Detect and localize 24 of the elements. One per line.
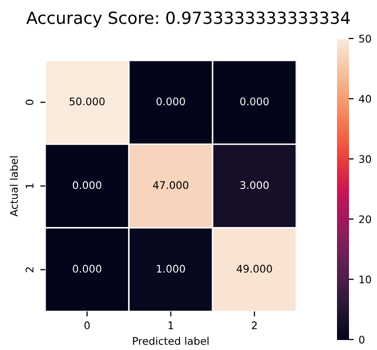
y-axis-title: Actual label bbox=[10, 156, 18, 216]
color-bar-label: 50 bbox=[359, 34, 372, 43]
x-tick-label: 2 bbox=[252, 321, 257, 330]
data-label: 0.000 bbox=[156, 97, 185, 106]
data-label: 0.000 bbox=[240, 97, 269, 106]
data-label: 50.000 bbox=[70, 97, 105, 106]
x-axis-title: Predicted label bbox=[133, 336, 208, 345]
data-label: 49.000 bbox=[236, 264, 272, 273]
color-bar-label: 0 bbox=[359, 336, 364, 344]
x-tick-label: 1 bbox=[168, 322, 174, 330]
color-bar-label: 20 bbox=[359, 215, 372, 224]
data-label: 0.000 bbox=[72, 264, 102, 273]
data-label: 0.000 bbox=[72, 181, 102, 190]
x-tick-label: 0 bbox=[84, 321, 90, 330]
chart-title: Accuracy Score: 0.9733333333333334 bbox=[26, 11, 350, 28]
color-bar-label: 40 bbox=[358, 94, 372, 103]
data-label: 3.000 bbox=[240, 181, 269, 190]
y-tick-label: 2 bbox=[26, 267, 34, 272]
y-tick-label: 0 bbox=[26, 100, 34, 105]
y-tick-label: 1 bbox=[26, 184, 34, 188]
color-bar-label: 10 bbox=[360, 276, 372, 284]
data-label: 1.000 bbox=[156, 264, 185, 273]
color-bar-label: 30 bbox=[359, 155, 372, 164]
data-label: 47.000 bbox=[153, 181, 188, 190]
